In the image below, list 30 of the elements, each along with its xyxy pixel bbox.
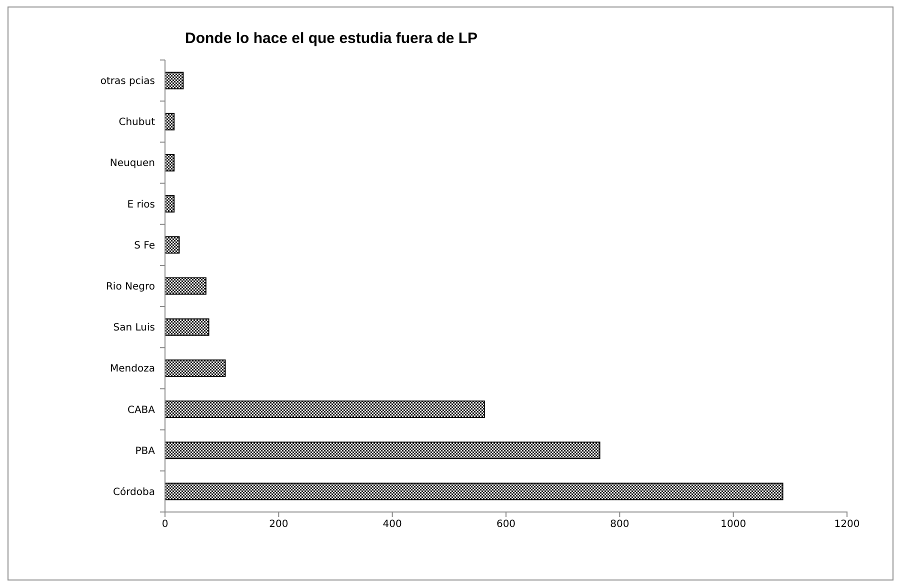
y-tick-label: CABA bbox=[127, 404, 156, 416]
y-tick-label: S Fe bbox=[134, 240, 155, 252]
x-tick-label: 800 bbox=[610, 519, 630, 530]
x-tick-label: 600 bbox=[496, 519, 516, 530]
bar bbox=[164, 318, 210, 336]
x-tick-label: 200 bbox=[269, 519, 288, 530]
x-tick-label: 1000 bbox=[720, 519, 746, 530]
bar bbox=[164, 236, 180, 254]
y-tick-label: Neuquen bbox=[110, 158, 155, 170]
x-tick-label: 0 bbox=[162, 519, 168, 530]
y-tick-label: Mendoza bbox=[110, 364, 155, 375]
y-tick-label: otras pcias bbox=[100, 76, 155, 88]
x-tick-label: 1200 bbox=[834, 519, 860, 530]
chart-title: Donde lo hace el que estudia fuera de LP bbox=[185, 30, 478, 47]
y-tick-label: San Luis bbox=[113, 322, 155, 334]
bar bbox=[164, 442, 600, 460]
bar bbox=[164, 400, 485, 418]
y-tick-label: Rio Negro bbox=[106, 282, 155, 292]
y-tick-label: PBA bbox=[135, 446, 156, 457]
y-tick-label: E rios bbox=[127, 199, 155, 210]
bar bbox=[164, 112, 175, 130]
bar bbox=[164, 277, 206, 295]
bar bbox=[164, 195, 175, 213]
bar bbox=[164, 154, 175, 172]
y-tick-label: Córdoba bbox=[113, 486, 155, 498]
bar bbox=[164, 359, 226, 377]
bar bbox=[164, 72, 184, 90]
y-tick-label: Chubut bbox=[118, 117, 156, 128]
bar bbox=[164, 482, 784, 500]
x-tick-label: 400 bbox=[382, 519, 402, 530]
